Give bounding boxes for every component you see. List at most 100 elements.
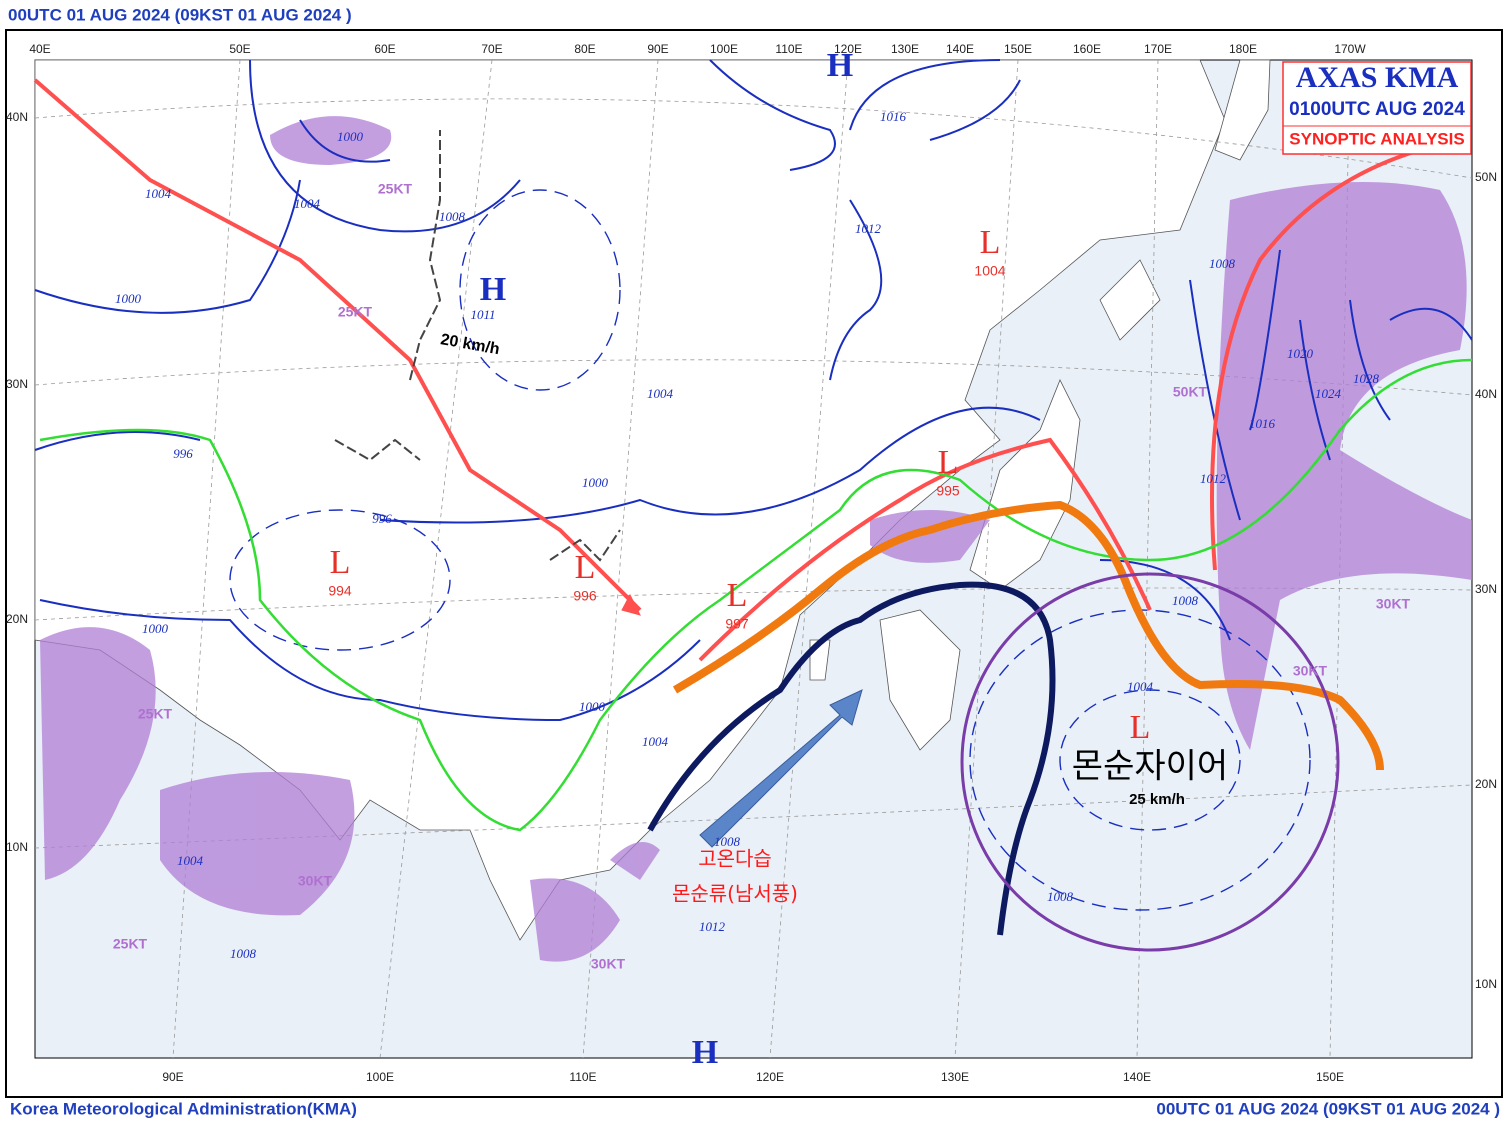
monsoon-flow-label: 몬순류(남서풍) xyxy=(672,882,798,906)
right-latitude: 20N xyxy=(1475,777,1497,791)
isobar-label: 1008 xyxy=(714,834,741,849)
isobar-label: 1008 xyxy=(230,946,257,961)
low-pressure: 1004 xyxy=(974,263,1005,279)
isobar-label: 1028 xyxy=(1353,371,1380,386)
bottom-longitude: 90E xyxy=(162,1070,183,1084)
motion-speed: 25 km/h xyxy=(1129,791,1185,808)
bottom-longitude: 140E xyxy=(1123,1070,1151,1084)
wind-speed: 25KT xyxy=(138,706,173,722)
humid-label: 고온다습 xyxy=(698,847,772,871)
low-center: L xyxy=(980,224,1001,261)
isobar-label: 1008 xyxy=(1047,889,1074,904)
isobar-label: 1020 xyxy=(1287,346,1314,361)
isobar-label: 1012 xyxy=(1200,471,1227,486)
subtropical-high-edge xyxy=(647,581,1056,936)
top-longitude: 130E xyxy=(891,42,919,56)
isobar-label: 1016 xyxy=(1249,416,1276,431)
isobar-label: 1000 xyxy=(582,475,609,490)
legend-product: SYNOPTIC ANALYSIS xyxy=(1289,129,1464,148)
low-center: L xyxy=(727,577,748,614)
low-center: L xyxy=(1130,709,1151,746)
footer-agency: Korea Meteorological Administration(KMA) xyxy=(10,1099,357,1118)
isobar-label: 1016 xyxy=(880,109,907,124)
isobar-label: 1008 xyxy=(439,209,466,224)
isobar-label: 1000 xyxy=(142,621,169,636)
low-center: L xyxy=(330,544,351,581)
isobar-label: 996 xyxy=(173,446,193,461)
wind-speed: 30KT xyxy=(591,956,626,972)
top-longitude: 150E xyxy=(1004,42,1032,56)
left-latitude: 10N xyxy=(6,840,28,854)
high-pressure: 1011 xyxy=(470,307,495,322)
top-longitude: 170E xyxy=(1144,42,1172,56)
fronts xyxy=(33,78,1473,832)
isobar-label: 1024 xyxy=(1315,386,1342,401)
wind-speed: 25KT xyxy=(113,936,148,952)
top-longitude: 100E xyxy=(710,42,738,56)
top-longitude: 70E xyxy=(481,42,502,56)
top-longitude: 80E xyxy=(574,42,595,56)
top-longitude: 40E xyxy=(29,42,50,56)
right-latitude: 40N xyxy=(1475,387,1497,401)
low-pressure: 995 xyxy=(936,483,960,499)
left-latitude: 20N xyxy=(6,612,28,626)
wind-speed: 30KT xyxy=(298,873,333,889)
low-center: L xyxy=(938,444,959,481)
high-center: H xyxy=(827,47,853,84)
bottom-longitude: 110E xyxy=(569,1070,596,1084)
isobar-label: 1000 xyxy=(579,699,606,714)
top-longitude: 160E xyxy=(1073,42,1101,56)
top-longitude: 50E xyxy=(229,42,250,56)
bottom-longitude: 100E xyxy=(366,1070,394,1084)
top-longitude: 170W xyxy=(1334,42,1366,56)
header-title: 00UTC 01 AUG 2024 (09KST 01 AUG 2024 ) xyxy=(8,5,352,24)
isobar-label: 996 xyxy=(372,511,392,526)
left-latitude: 30N xyxy=(6,377,28,391)
bottom-longitude: 130E xyxy=(941,1070,969,1084)
land xyxy=(1214,59,1271,161)
wind-speed: 25KT xyxy=(338,304,373,320)
wind-speed: 25KT xyxy=(378,181,413,197)
low-pressure: 997 xyxy=(725,616,749,632)
isobar-label: 1000 xyxy=(337,129,364,144)
flow-arrow xyxy=(699,689,863,848)
wind-speed: 50KT xyxy=(1173,384,1208,400)
isobar-label: 1004 xyxy=(177,853,204,868)
legend-box xyxy=(1282,61,1472,155)
top-longitude: 60E xyxy=(374,42,395,56)
isobar-label: 1004 xyxy=(294,196,321,211)
legend-time: 0100UTC AUG 2024 xyxy=(1289,99,1465,120)
high-center: H xyxy=(692,1034,718,1071)
gyre-circle xyxy=(960,572,1340,952)
wind-speed: 30KT xyxy=(1293,663,1328,679)
isobar-label: 1008 xyxy=(1172,593,1199,608)
isobar-label: 1004 xyxy=(642,734,669,749)
isobar-label: 1000 xyxy=(115,291,142,306)
top-longitude: 90E xyxy=(647,42,668,56)
isobar-label: 1012 xyxy=(855,221,882,236)
high-center: H xyxy=(480,271,506,308)
isobar-label: 1012 xyxy=(699,919,726,934)
top-longitude: 140E xyxy=(946,42,974,56)
right-latitude: 30N xyxy=(1475,582,1497,596)
top-longitude: 180E xyxy=(1229,42,1257,56)
right-latitude: 10N xyxy=(1475,977,1497,991)
footer-time: 00UTC 01 AUG 2024 (09KST 01 AUG 2024 ) xyxy=(1156,1099,1500,1118)
top-longitude: 120E xyxy=(834,42,862,56)
isobars xyxy=(34,59,1473,722)
top-longitude: 110E xyxy=(775,42,802,56)
right-latitude: 50N xyxy=(1475,170,1497,184)
low-pressure: 994 xyxy=(328,583,352,599)
legend-agency: AXAS KMA xyxy=(1296,61,1459,94)
wind-speed: 30KT xyxy=(1376,596,1411,612)
isobar-label: 1008 xyxy=(1209,256,1236,271)
isobar-label: 1004 xyxy=(145,186,172,201)
gyre-label: 몬순자이어 xyxy=(1072,747,1228,787)
isobar-label: 1004 xyxy=(1127,679,1154,694)
bottom-longitude: 150E xyxy=(1316,1070,1344,1084)
low-center: L xyxy=(575,549,596,586)
left-latitude: 40N xyxy=(6,110,28,124)
low-pressure: 996 xyxy=(573,588,597,604)
isobar-label: 1004 xyxy=(647,386,674,401)
